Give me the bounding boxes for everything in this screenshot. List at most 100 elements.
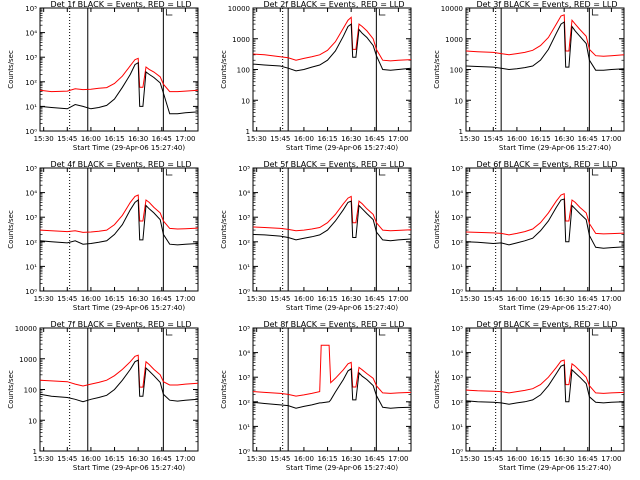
y-tick-label: 10⁵ <box>238 325 250 333</box>
y-tick-label: 10³ <box>25 214 37 222</box>
x-tick-label: 16:15 <box>317 455 337 463</box>
x-tick-label: 16:30 <box>341 135 361 143</box>
x-tick-label: 16:30 <box>554 295 574 303</box>
y-tick-label: 10² <box>451 239 463 247</box>
y-tick-label: 10⁴ <box>25 190 37 198</box>
corner-mark <box>378 169 386 176</box>
x-tick-label: 17:00 <box>175 135 195 143</box>
y-tick-label: 10000 <box>441 5 463 13</box>
x-tick-label: 16:00 <box>81 135 101 143</box>
y-tick-label: 10⁴ <box>451 190 463 198</box>
y-axis-label: Counts/sec <box>433 210 441 249</box>
x-tick-label: 16:30 <box>341 455 361 463</box>
y-tick-label: 10³ <box>238 374 250 382</box>
series-line-black <box>465 21 625 71</box>
x-tick-label: 15:45 <box>483 295 503 303</box>
x-tick-label: 15:30 <box>247 135 267 143</box>
y-tick-label: 10¹ <box>238 263 250 271</box>
x-tick-label: 17:00 <box>388 295 408 303</box>
x-axis-label: Start Time (29-Apr-06 15:27:40) <box>286 304 398 312</box>
y-tick-label: 10 <box>241 97 250 105</box>
series-line-red <box>465 192 625 236</box>
plot-frame <box>465 167 625 292</box>
x-tick-label: 17:00 <box>175 455 195 463</box>
x-tick-label: 15:30 <box>34 135 54 143</box>
corner-mark <box>378 9 386 16</box>
x-tick-label: 16:45 <box>365 295 385 303</box>
x-tick-label: 16:15 <box>104 295 124 303</box>
y-tick-label: 10³ <box>238 214 250 222</box>
x-tick-label: 16:45 <box>578 295 598 303</box>
x-tick-label: 16:45 <box>152 455 172 463</box>
corner-mark <box>165 9 173 16</box>
corner-mark <box>165 329 173 336</box>
y-tick-label: 10² <box>451 399 463 407</box>
series-line-red <box>252 344 412 397</box>
x-tick-label: 15:45 <box>57 135 77 143</box>
y-tick-label: 10¹ <box>25 263 37 271</box>
y-tick-label: 10000 <box>15 325 37 333</box>
y-tick-label: 10⁵ <box>451 165 463 173</box>
x-tick-label: 16:00 <box>294 295 314 303</box>
x-tick-label: 15:30 <box>247 455 267 463</box>
x-axis-label: Start Time (29-Apr-06 15:27:40) <box>73 464 185 472</box>
series-line-red <box>252 195 412 232</box>
series-line-red <box>39 354 199 388</box>
x-tick-label: 16:30 <box>554 135 574 143</box>
series-line-red <box>252 16 412 62</box>
chart-title: Det 7f BLACK = Events, RED = LLD <box>50 320 191 329</box>
series-line-black <box>39 199 199 246</box>
plot-frame <box>39 7 199 132</box>
x-tick-label: 16:00 <box>507 455 527 463</box>
series-line-red <box>39 57 199 93</box>
x-tick-label: 16:15 <box>104 455 124 463</box>
y-tick-label: 10000 <box>228 5 250 13</box>
x-tick-label: 16:15 <box>530 455 550 463</box>
series-line-black <box>465 198 625 249</box>
x-tick-label: 16:30 <box>128 455 148 463</box>
x-tick-label: 16:45 <box>365 135 385 143</box>
x-axis-label: Start Time (29-Apr-06 15:27:40) <box>73 304 185 312</box>
y-axis-label: Counts/sec <box>220 50 228 89</box>
y-axis-label: Counts/sec <box>7 210 15 249</box>
x-tick-label: 16:15 <box>317 135 337 143</box>
y-tick-label: 1 <box>246 128 250 136</box>
x-tick-label: 17:00 <box>601 295 621 303</box>
series-line-red <box>465 359 625 394</box>
y-tick-label: 10² <box>25 239 37 247</box>
y-tick-label: 10³ <box>25 54 37 62</box>
y-tick-label: 10³ <box>451 374 463 382</box>
y-axis-label: Counts/sec <box>220 370 228 409</box>
x-axis-label: Start Time (29-Apr-06 15:27:40) <box>499 144 611 152</box>
y-tick-label: 10⁵ <box>451 325 463 333</box>
x-tick-label: 17:00 <box>601 135 621 143</box>
y-tick-label: 10 <box>28 417 37 425</box>
y-tick-label: 10¹ <box>238 423 250 431</box>
series-line-red <box>465 14 625 57</box>
y-axis-label: Counts/sec <box>7 50 15 89</box>
series-line-black <box>465 364 625 405</box>
x-tick-label: 15:30 <box>460 295 480 303</box>
y-tick-label: 10¹ <box>451 263 463 271</box>
x-tick-label: 16:45 <box>152 135 172 143</box>
x-tick-label: 17:00 <box>388 135 408 143</box>
x-tick-label: 16:45 <box>152 295 172 303</box>
x-tick-label: 15:45 <box>483 455 503 463</box>
series-line-black <box>252 367 412 409</box>
x-tick-label: 16:00 <box>294 135 314 143</box>
corner-mark <box>591 329 599 336</box>
x-tick-label: 15:45 <box>57 295 77 303</box>
plot-frame <box>252 167 412 292</box>
y-tick-label: 10⁰ <box>238 448 250 456</box>
x-tick-label: 16:00 <box>294 455 314 463</box>
x-tick-label: 15:45 <box>270 455 290 463</box>
y-tick-label: 1 <box>459 128 463 136</box>
y-axis-label: Counts/sec <box>220 210 228 249</box>
y-tick-label: 10⁰ <box>451 448 463 456</box>
corner-mark <box>378 329 386 336</box>
x-axis-label: Start Time (29-Apr-06 15:27:40) <box>286 464 398 472</box>
chart-title: Det 2f BLACK = Events, RED = LLD <box>263 0 404 9</box>
chart-title: Det 9f BLACK = Events, RED = LLD <box>476 320 617 329</box>
y-tick-label: 10⁵ <box>238 165 250 173</box>
series-line-black <box>252 23 412 72</box>
